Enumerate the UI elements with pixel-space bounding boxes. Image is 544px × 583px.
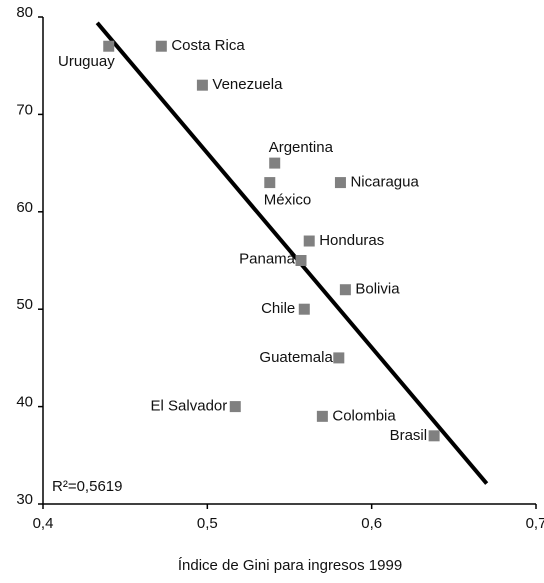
- point: [428, 430, 440, 442]
- point: [298, 303, 310, 315]
- point-label: Bolivia: [355, 281, 400, 298]
- y-tick-label: 50: [16, 296, 33, 313]
- y-tick-label: 70: [16, 101, 33, 118]
- r-squared: R²=0,5619: [52, 478, 122, 495]
- point: [196, 79, 208, 91]
- point: [334, 177, 346, 189]
- point-label: Argentina: [269, 139, 334, 156]
- point-label: México: [264, 192, 312, 209]
- y-tick-label: 40: [16, 394, 33, 411]
- point-label: Brasil: [390, 427, 428, 444]
- point: [303, 235, 315, 247]
- x-tick-label: 0,5: [197, 515, 218, 532]
- point-label: Nicaragua: [350, 174, 419, 191]
- x-axis-title: Índice de Gini para ingresos 1999: [178, 557, 402, 574]
- y-tick-label: 80: [16, 4, 33, 21]
- x-tick-label: 0,6: [361, 515, 382, 532]
- point-label: Panamá: [239, 250, 296, 267]
- point-label: Chile: [261, 300, 295, 317]
- point: [269, 157, 281, 169]
- point: [264, 177, 276, 189]
- point-label: Costa Rica: [171, 37, 245, 54]
- point: [295, 255, 307, 266]
- point-label: Colombia: [332, 407, 396, 424]
- trend-line: [95, 21, 489, 485]
- point: [339, 284, 351, 296]
- point: [229, 401, 241, 413]
- y-tick-label: 60: [16, 199, 33, 216]
- point-label: Guatemala: [259, 349, 333, 366]
- point: [155, 40, 167, 52]
- point: [333, 352, 345, 364]
- point: [103, 40, 115, 52]
- x-tick-label: 0,4: [33, 515, 54, 532]
- x-tick-label: 0,7: [526, 515, 544, 532]
- point: [316, 410, 328, 422]
- point-label: Venezuela: [212, 76, 283, 93]
- point-label: Uruguay: [58, 53, 115, 70]
- y-tick-label: 30: [16, 491, 33, 508]
- point-label: Honduras: [319, 232, 384, 249]
- point-label: El Salvador: [151, 398, 228, 415]
